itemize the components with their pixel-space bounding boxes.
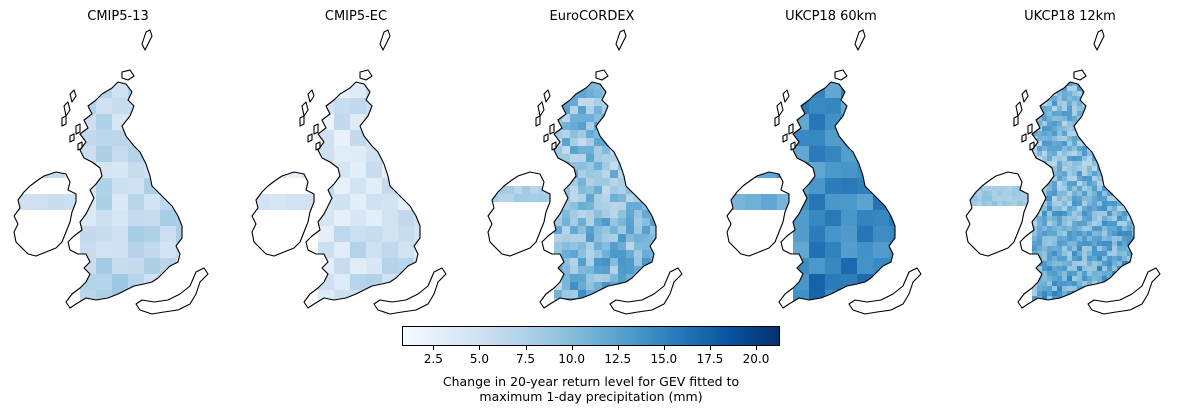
uk-map xyxy=(13,29,209,315)
colorbar-tick xyxy=(433,346,435,350)
map-panel-cmip5-13: CMIP5-13 xyxy=(0,0,236,325)
precipitation-grid xyxy=(966,82,1134,308)
coastline xyxy=(487,29,683,315)
map-panel-cmip5-ec: CMIP5-EC xyxy=(238,0,474,325)
map-panel-ukcp18-60km: UKCP18 60km xyxy=(713,0,949,325)
panel-title: EuroCORDEX xyxy=(549,9,635,24)
colorbar-tick xyxy=(663,346,665,350)
colorbar-tick xyxy=(709,346,711,350)
colorbar-title-line-2: maximum 1-day precipitation (mm) xyxy=(479,389,703,404)
colorbar-tick-label: 2.5 xyxy=(423,352,443,366)
precipitation-grid xyxy=(252,82,420,308)
panel-title: CMIP5-13 xyxy=(87,9,149,24)
colorbar-tick-label: 20.0 xyxy=(742,352,770,366)
precipitation-grid xyxy=(14,82,182,308)
colorbar-title: Change in 20-year return level for GEV f… xyxy=(390,374,792,404)
colorbar-tick-label: 17.5 xyxy=(696,352,724,366)
coastline xyxy=(726,29,922,315)
uk-map xyxy=(726,29,922,315)
colorbar-tick-label: 12.5 xyxy=(604,352,632,366)
colorbar-tick-label: 10.0 xyxy=(558,352,585,366)
uk-map xyxy=(487,29,683,315)
colorbar-title-line-1: Change in 20-year return level for GEV f… xyxy=(442,374,740,389)
map-panel-eurocordex: EuroCORDEX xyxy=(474,0,710,325)
precipitation-grid xyxy=(488,82,656,308)
coastline xyxy=(13,29,209,315)
colorbar-tick-label: 15.0 xyxy=(650,352,678,366)
colorbar-tick-label: 7.5 xyxy=(515,352,536,366)
map-panel-ukcp18-12km: UKCP18 12km xyxy=(952,0,1182,325)
colorbar-tick xyxy=(571,346,573,350)
colorbar-tick-label: 5.0 xyxy=(469,352,489,366)
precipitation-grid xyxy=(727,82,895,308)
colorbar xyxy=(402,326,780,346)
uk-map xyxy=(251,29,447,315)
panel-title: CMIP5-EC xyxy=(324,9,388,24)
coastline xyxy=(965,29,1161,315)
colorbar-tick xyxy=(479,346,481,350)
panel-title: UKCP18 12km xyxy=(1024,9,1116,24)
uk-map xyxy=(965,29,1161,315)
colorbar-tick xyxy=(617,346,619,350)
panel-title: UKCP18 60km xyxy=(785,9,877,24)
colorbar-tick xyxy=(756,346,758,350)
coastline xyxy=(251,29,447,315)
colorbar-tick xyxy=(525,346,527,350)
